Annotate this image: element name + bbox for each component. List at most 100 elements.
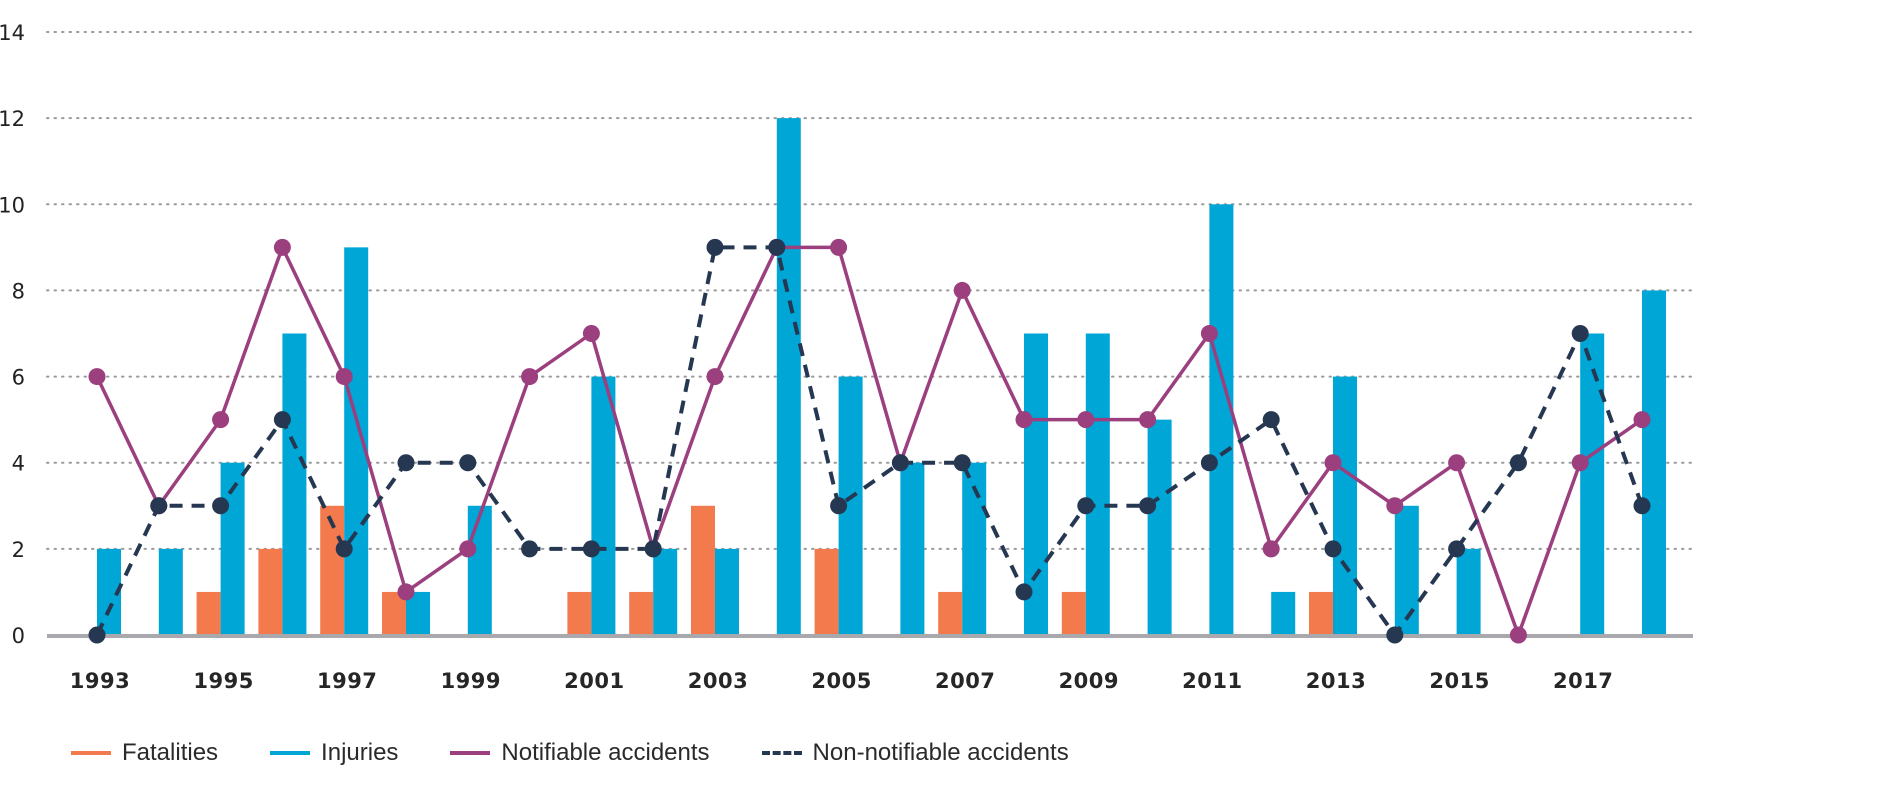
- bar-fatalities: [1309, 591, 1333, 635]
- bar-fatalities: [196, 591, 221, 635]
- point-non-notifiable-accidents: [1262, 411, 1280, 429]
- point-notifiable-accidents: [521, 368, 539, 386]
- x-tick-label: 2013: [1306, 669, 1366, 693]
- legend-label-fatalities: Fatalities: [122, 739, 219, 766]
- point-notifiable-accidents: [1571, 454, 1589, 472]
- y-tick-label: 0: [12, 624, 25, 648]
- point-non-notifiable-accidents: [768, 238, 786, 256]
- y-axis-ticks: 0 2 4 6 8 10 12 14: [0, 21, 25, 648]
- point-notifiable-accidents: [582, 325, 600, 342]
- bar-fatalities: [938, 591, 963, 635]
- bar-injuries: [344, 247, 369, 635]
- x-tick-label: 2005: [811, 669, 871, 693]
- point-non-notifiable-accidents: [1386, 626, 1404, 644]
- y-tick-label: 14: [0, 21, 25, 45]
- point-notifiable-accidents: [397, 583, 415, 601]
- x-tick-label: 2017: [1553, 669, 1613, 693]
- point-notifiable-accidents: [706, 368, 724, 386]
- x-tick-label: 1997: [317, 669, 377, 693]
- point-non-notifiable-accidents: [953, 454, 971, 472]
- legend-swatch-fatalities: [71, 751, 111, 755]
- y-tick-label: 10: [0, 193, 25, 217]
- bar-injuries: [1085, 333, 1110, 635]
- bar-injuries: [591, 376, 616, 635]
- point-notifiable-accidents: [830, 238, 848, 256]
- bar-injuries: [776, 118, 801, 635]
- x-tick-label: 2015: [1429, 669, 1489, 693]
- legend-label-notifiable-accidents: Notifiable accidents: [501, 739, 710, 766]
- point-non-notifiable-accidents: [582, 540, 600, 558]
- y-tick-label: 6: [12, 366, 25, 390]
- markers: [88, 238, 1651, 644]
- legend-label-non-notifiable-accidents: Non-notifiable accidents: [812, 739, 1069, 766]
- bar-fatalities: [567, 591, 592, 635]
- bar-fatalities: [258, 548, 283, 635]
- point-non-notifiable-accidents: [830, 497, 848, 515]
- point-notifiable-accidents: [1015, 411, 1033, 429]
- point-non-notifiable-accidents: [1077, 497, 1095, 515]
- legend-item-fatalities[interactable]: Fatalities: [71, 739, 218, 767]
- bar-injuries: [1333, 376, 1357, 635]
- legend-item-notifiable-accidents[interactable]: Notifiable accidents: [450, 739, 710, 767]
- bar-fatalities: [814, 548, 839, 635]
- point-notifiable-accidents: [1448, 454, 1466, 472]
- bar-injuries: [1580, 333, 1605, 635]
- bar-injuries: [653, 548, 678, 635]
- bar-injuries: [282, 333, 307, 635]
- legend-swatch-notifiable-accidents: [450, 751, 491, 755]
- point-non-notifiable-accidents: [1509, 454, 1527, 472]
- legend-swatch-non-notifiable-accidents: [761, 751, 802, 755]
- bar-injuries: [1456, 548, 1481, 635]
- point-notifiable-accidents: [1509, 626, 1527, 644]
- point-notifiable-accidents: [1633, 411, 1651, 429]
- legend-item-non-notifiable-accidents[interactable]: Non-notifiable accidents: [761, 739, 1069, 767]
- bar-injuries: [1394, 505, 1419, 635]
- legend: Fatalities Injuries Notifiable accidents…: [71, 736, 1121, 770]
- point-notifiable-accidents: [335, 368, 353, 386]
- y-tick-label: 2: [12, 538, 25, 562]
- point-non-notifiable-accidents: [644, 540, 662, 558]
- x-axis-ticks: 1993 1995 1997 1999 2001 2003 2005 2007 2009 2011…: [70, 669, 1613, 693]
- point-non-notifiable-accidents: [706, 238, 724, 256]
- bar-injuries: [1147, 419, 1172, 635]
- bar-injuries: [715, 548, 739, 635]
- point-non-notifiable-accidents: [397, 454, 415, 472]
- legend-label-injuries: Injuries: [321, 739, 399, 766]
- bar-injuries: [1209, 204, 1234, 636]
- x-tick-label: 2007: [935, 669, 995, 693]
- bar-injuries: [1642, 290, 1666, 635]
- point-notifiable-accidents: [273, 238, 291, 256]
- point-non-notifiable-accidents: [1324, 540, 1342, 558]
- point-non-notifiable-accidents: [150, 497, 168, 515]
- bar-injuries: [158, 548, 183, 635]
- x-tick-label: 2003: [688, 669, 748, 693]
- point-non-notifiable-accidents: [891, 454, 909, 472]
- point-notifiable-accidents: [88, 368, 106, 386]
- y-tick-label: 4: [12, 452, 25, 476]
- point-non-notifiable-accidents: [521, 540, 539, 558]
- point-notifiable-accidents: [1386, 497, 1404, 515]
- bar-injuries: [1271, 591, 1296, 635]
- x-tick-label: 1995: [193, 669, 253, 693]
- y-tick-label: 12: [0, 107, 25, 131]
- y-tick-label: 8: [12, 279, 25, 303]
- point-non-notifiable-accidents: [1448, 540, 1466, 558]
- bar-fatalities: [1061, 591, 1086, 635]
- x-tick-label: 2011: [1182, 669, 1242, 693]
- lines: [95, 245, 1644, 637]
- point-notifiable-accidents: [953, 281, 971, 299]
- point-notifiable-accidents: [1077, 411, 1095, 429]
- point-notifiable-accidents: [212, 411, 230, 429]
- point-non-notifiable-accidents: [1200, 454, 1218, 472]
- line-non-notifiable-accidents: [95, 245, 1644, 637]
- point-notifiable-accidents: [459, 540, 477, 558]
- bar-injuries: [900, 462, 925, 635]
- line-notifiable-accidents: [95, 245, 1644, 637]
- point-notifiable-accidents: [1262, 540, 1280, 558]
- bar-fatalities: [629, 591, 654, 635]
- point-non-notifiable-accidents: [1633, 497, 1651, 515]
- point-non-notifiable-accidents: [335, 540, 353, 558]
- legend-item-injuries[interactable]: Injuries: [270, 739, 398, 767]
- bar-fatalities: [691, 505, 715, 635]
- point-non-notifiable-accidents: [459, 454, 477, 472]
